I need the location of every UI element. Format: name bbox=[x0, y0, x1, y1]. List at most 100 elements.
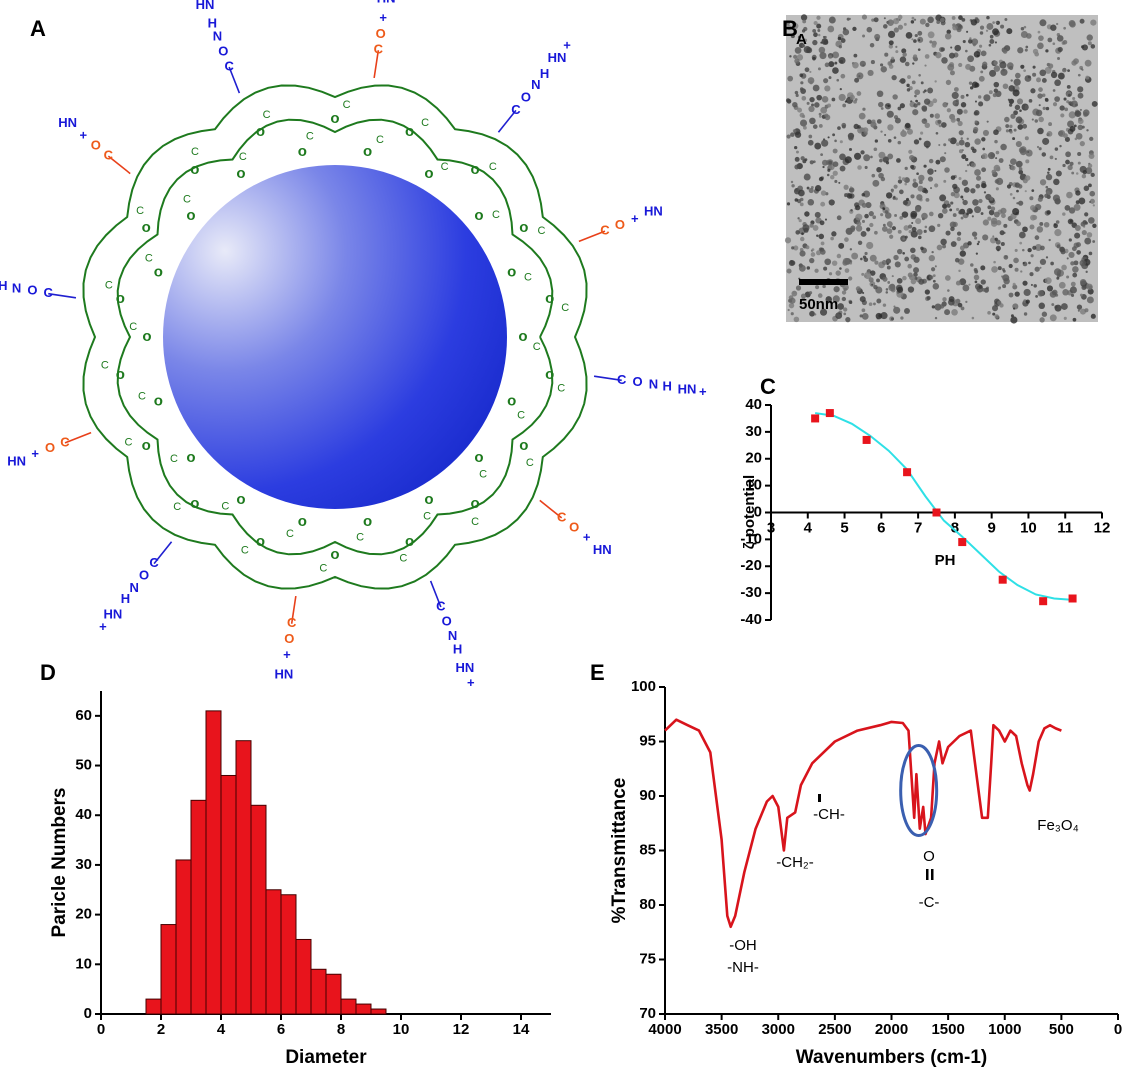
particle bbox=[872, 215, 877, 220]
arm-atom: O bbox=[91, 138, 101, 153]
particle bbox=[794, 156, 800, 162]
particle bbox=[1081, 44, 1088, 51]
arm-atom: C bbox=[104, 148, 114, 163]
particle bbox=[962, 40, 966, 44]
particle bbox=[873, 284, 878, 290]
particle bbox=[891, 74, 897, 81]
arm-atom: C bbox=[374, 42, 384, 57]
particle bbox=[1077, 124, 1083, 131]
particle bbox=[808, 134, 813, 139]
fit-curve bbox=[814, 412, 1073, 601]
particle bbox=[910, 210, 918, 218]
particle bbox=[791, 184, 795, 188]
particle bbox=[817, 67, 821, 71]
x-tick-label: 10 bbox=[393, 1021, 410, 1038]
particle bbox=[849, 94, 855, 100]
particle bbox=[956, 27, 962, 33]
particle bbox=[846, 193, 853, 199]
bar bbox=[220, 774, 237, 1015]
particle bbox=[968, 39, 973, 44]
particle bbox=[898, 176, 902, 180]
particle bbox=[916, 194, 923, 201]
particle bbox=[1052, 194, 1060, 202]
particle bbox=[931, 250, 934, 254]
particle bbox=[1010, 79, 1013, 82]
particle bbox=[1012, 137, 1016, 141]
particle bbox=[836, 253, 842, 259]
particle bbox=[838, 45, 842, 49]
arm-atom: + bbox=[563, 38, 571, 53]
particle bbox=[808, 291, 813, 295]
particle bbox=[1064, 136, 1070, 142]
particle bbox=[910, 20, 915, 24]
particle bbox=[1022, 123, 1028, 129]
particle bbox=[867, 69, 874, 77]
bar bbox=[265, 889, 282, 1015]
x-tick-label: 6 bbox=[877, 519, 885, 536]
ring-c: C bbox=[105, 279, 113, 291]
particle bbox=[1052, 102, 1058, 107]
particle bbox=[1053, 178, 1060, 186]
particle bbox=[1039, 266, 1042, 269]
ring-c: C bbox=[183, 193, 191, 205]
particle bbox=[966, 207, 973, 214]
particle bbox=[896, 286, 904, 293]
particle bbox=[904, 235, 908, 239]
particle bbox=[898, 18, 901, 21]
particle bbox=[1077, 309, 1080, 312]
particle bbox=[1032, 245, 1037, 250]
particle bbox=[834, 286, 837, 290]
particle bbox=[864, 165, 868, 170]
particle bbox=[787, 23, 790, 27]
particle bbox=[899, 216, 904, 220]
scale-bar-label: 50nm bbox=[799, 296, 838, 313]
particle bbox=[994, 41, 997, 44]
arm-bond bbox=[107, 155, 131, 175]
particle bbox=[887, 153, 894, 160]
annotation: -NH- bbox=[727, 959, 759, 976]
arm-atom: H bbox=[0, 278, 7, 293]
particle bbox=[954, 257, 960, 263]
x-axis-title: Wavenumbers (cm-1) bbox=[796, 1047, 987, 1068]
particle bbox=[798, 264, 806, 272]
particle bbox=[916, 229, 923, 236]
particle bbox=[803, 125, 807, 130]
ring-o: o bbox=[405, 123, 414, 140]
particle bbox=[1055, 170, 1062, 177]
particle bbox=[922, 90, 926, 94]
particle bbox=[826, 173, 830, 177]
particle bbox=[1039, 19, 1047, 27]
particle bbox=[820, 241, 825, 246]
ring-o: o bbox=[471, 161, 480, 178]
particle bbox=[1037, 290, 1044, 297]
particle bbox=[1084, 212, 1089, 217]
particle bbox=[901, 48, 907, 54]
particle bbox=[886, 110, 894, 118]
particle bbox=[897, 24, 904, 30]
particle bbox=[806, 186, 810, 190]
particle bbox=[972, 148, 977, 154]
arm-atom: C bbox=[287, 615, 297, 630]
particle bbox=[848, 187, 855, 193]
particle bbox=[1014, 267, 1019, 272]
particle bbox=[880, 213, 884, 217]
particle bbox=[897, 229, 902, 234]
particle bbox=[881, 260, 887, 265]
particle bbox=[878, 151, 886, 159]
particle bbox=[1045, 106, 1050, 111]
particle bbox=[907, 263, 912, 269]
particle bbox=[873, 17, 879, 23]
particle bbox=[993, 260, 996, 264]
particle bbox=[820, 190, 827, 196]
particle bbox=[896, 278, 903, 284]
particle bbox=[841, 296, 847, 302]
particle bbox=[1062, 39, 1068, 45]
particle bbox=[894, 261, 901, 268]
particle bbox=[857, 240, 863, 246]
particle bbox=[987, 152, 996, 160]
x-tick-label: 3000 bbox=[762, 1021, 795, 1038]
particle bbox=[1023, 312, 1028, 316]
particle bbox=[1056, 276, 1060, 280]
particle bbox=[956, 236, 961, 242]
bar bbox=[145, 998, 162, 1015]
